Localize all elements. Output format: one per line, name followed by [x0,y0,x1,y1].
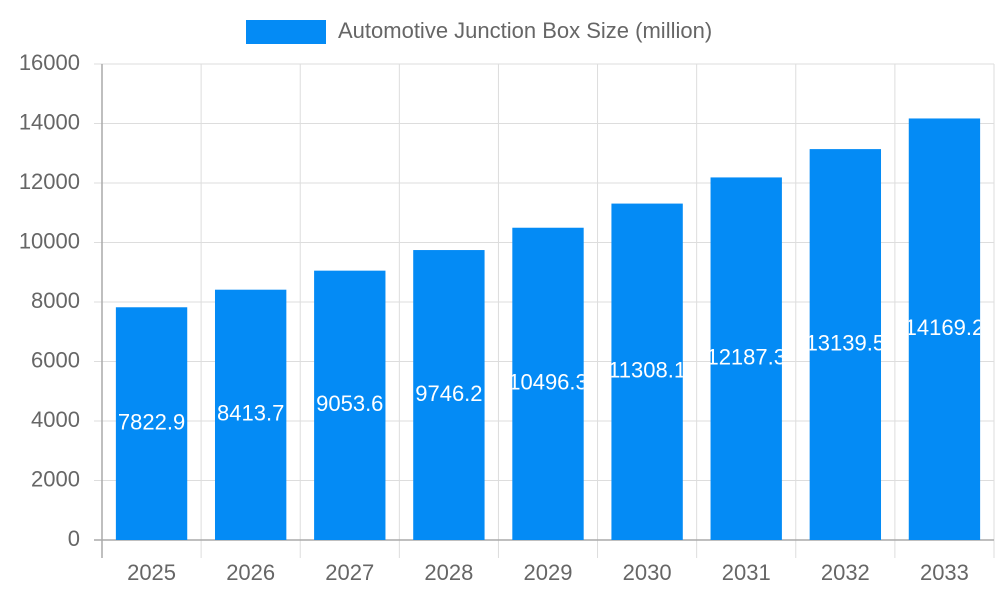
bar [314,270,386,540]
bar [908,118,981,540]
x-tick-label: 2026 [226,560,275,585]
x-tick-label: 2025 [127,560,176,585]
x-tick-label: 2029 [524,560,573,585]
x-tick-label: 2028 [424,560,473,585]
x-tick-label: 2031 [722,560,771,585]
value-label: 8413.7 [217,401,284,426]
bar [611,203,683,540]
y-tick-label: 10000 [19,228,80,253]
x-tick-label: 2033 [920,560,969,585]
y-tick-label: 6000 [31,347,80,372]
y-tick-label: 2000 [31,466,80,491]
legend-swatch [246,20,326,44]
y-tick-label: 16000 [19,50,80,75]
legend-label: Automotive Junction Box Size (million) [338,18,712,43]
value-label: 7822.9 [118,409,185,434]
value-label: 9746.2 [415,381,482,406]
bar [512,227,584,540]
value-label: 11308.1 [608,358,686,383]
y-tick-label: 14000 [19,109,80,134]
x-tick-label: 2027 [325,560,374,585]
y-tick-label: 4000 [31,407,80,432]
y-tick-label: 8000 [31,288,80,313]
y-tick-label: 12000 [19,169,80,194]
y-tick-label: 0 [68,526,80,551]
value-label: 13139.5 [806,330,886,355]
bar [710,177,782,540]
bar [809,149,882,541]
bar [214,289,287,540]
value-label: 9053.6 [316,391,383,416]
x-tick-label: 2032 [821,560,870,585]
x-tick-label: 2030 [623,560,672,585]
value-label: 12187.3 [706,345,786,370]
value-label: 10496.3 [508,370,588,395]
value-label: 14169.2 [905,315,985,340]
bar [115,307,188,540]
bar [413,250,485,541]
